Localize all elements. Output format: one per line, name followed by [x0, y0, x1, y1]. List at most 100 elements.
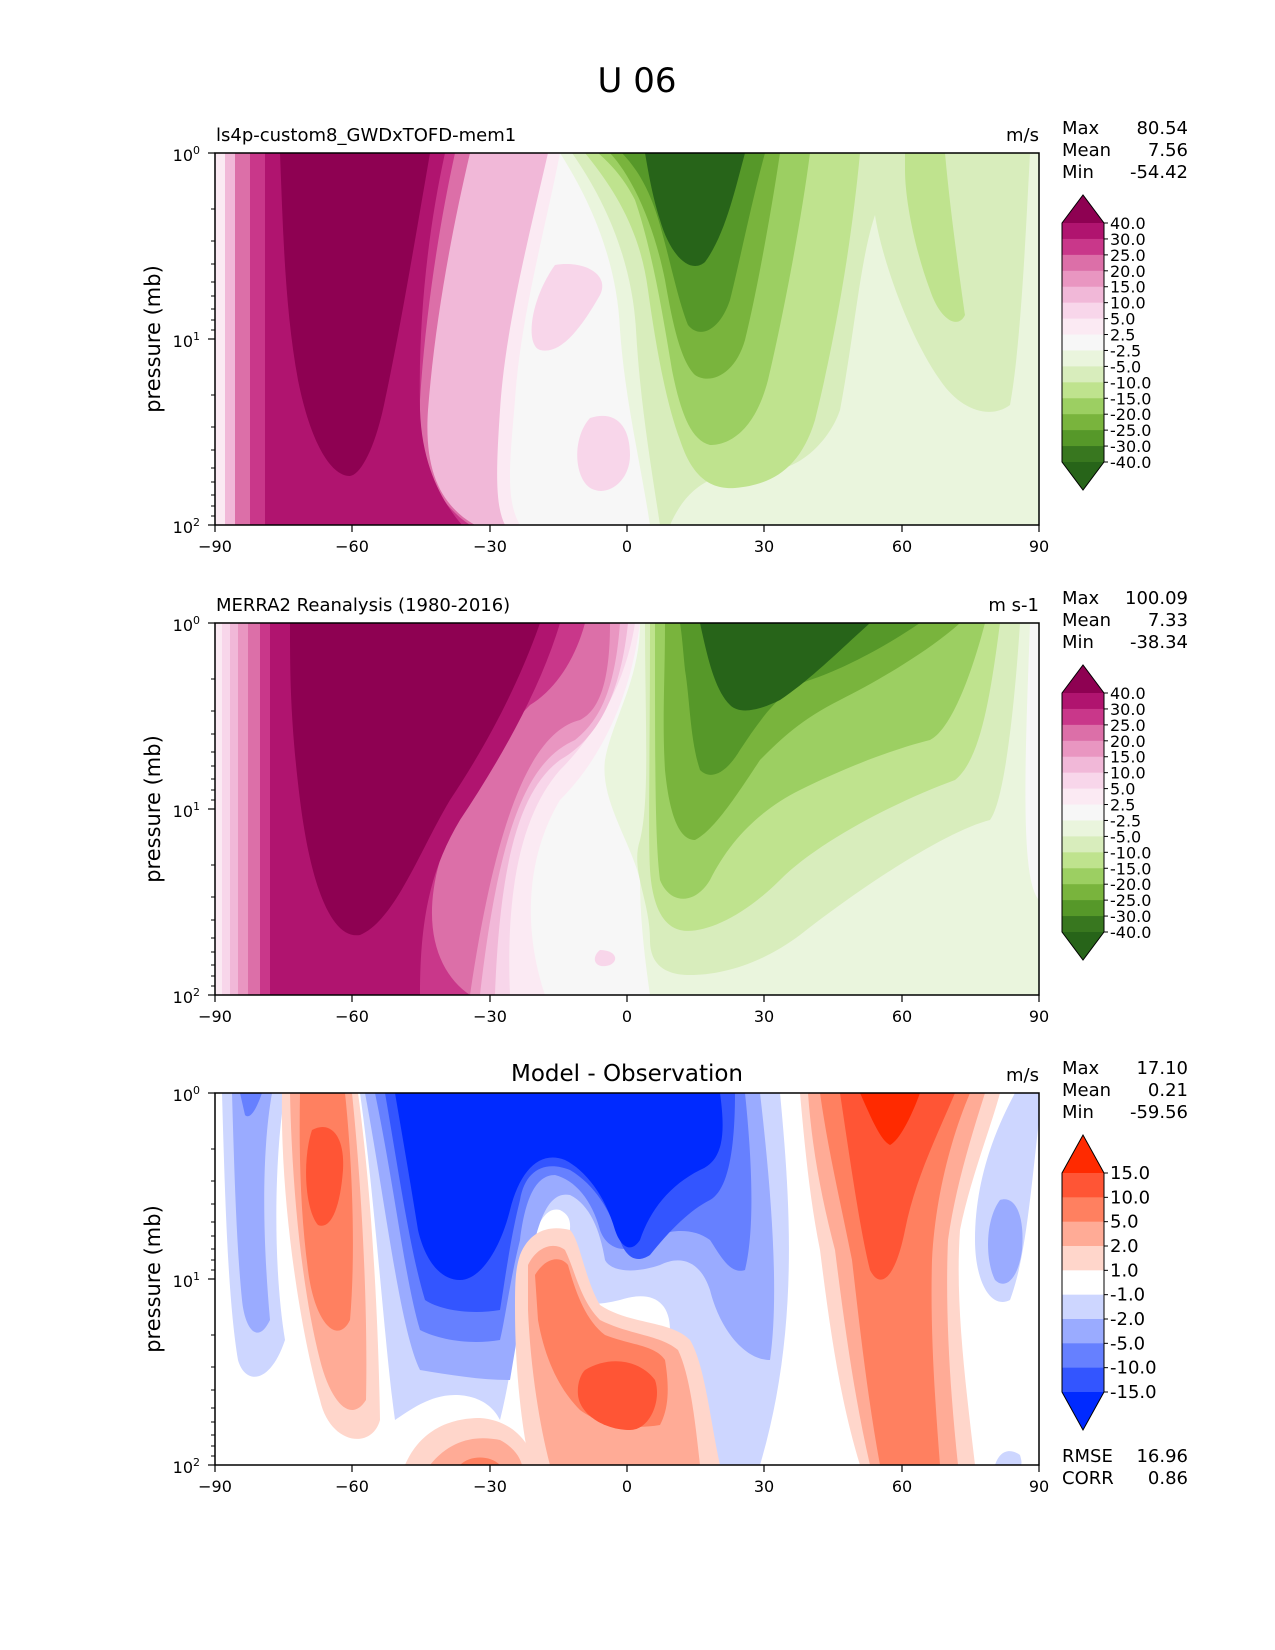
colorbar-label: -10.0	[1110, 843, 1151, 862]
stats-block: Max 80.54 Mean 7.56 Min -54.42	[1062, 118, 1188, 183]
x-tick-label: −90	[198, 1007, 232, 1026]
y-minor-ticks	[211, 208, 215, 517]
colorbar-swatch	[1062, 446, 1104, 463]
stat-label: Min	[1062, 162, 1094, 183]
colorbar-swatch	[1062, 724, 1104, 742]
colorbar-label: 10.0	[1110, 294, 1146, 313]
panel-title-center: Model - Observation	[511, 1061, 743, 1087]
colorbar-label: 5.0	[1110, 1212, 1139, 1233]
colorbar-label: 40.0	[1110, 684, 1146, 703]
x-tick-label: −30	[473, 537, 507, 556]
x-tick-label: 90	[1029, 1007, 1049, 1026]
colorbar-extend-max	[1062, 1135, 1104, 1173]
stat-label: RMSE	[1062, 1446, 1113, 1467]
stat-label: Mean	[1062, 1080, 1111, 1101]
x-tick-label: 0	[622, 537, 632, 556]
panel-units: m/s	[1006, 1065, 1039, 1086]
y-tick-label: 101	[173, 330, 200, 351]
colorbar-label: 2.0	[1110, 1236, 1139, 1257]
colorbar-label: 15.0	[1110, 748, 1146, 767]
stat-value: -59.56	[1130, 1102, 1188, 1123]
colorbar-label: -2.0	[1110, 1309, 1145, 1330]
y-tick-label: 102	[173, 516, 200, 537]
y-axis-label: pressure (mb)	[141, 265, 165, 413]
stat-label: Min	[1062, 1102, 1094, 1123]
colorbar-label: -1.0	[1110, 1285, 1145, 1306]
colorbar-swatch	[1062, 1319, 1104, 1344]
colorbar: 40.030.025.020.015.010.05.02.5-2.5-5.0-1…	[1061, 664, 1151, 961]
stat-value: 80.54	[1136, 118, 1188, 139]
y-tick-label: 102	[173, 986, 200, 1007]
colorbar-swatch	[1062, 900, 1104, 917]
colorbar-swatch	[1062, 693, 1104, 710]
figure-title: U 06	[598, 61, 677, 101]
x-tick-label: 60	[892, 537, 912, 556]
colorbar-label: 10.0	[1110, 1187, 1150, 1208]
colorbar-label: -2.5	[1110, 811, 1141, 830]
y-tick-label: 101	[173, 1270, 200, 1291]
colorbar-label: 10.0	[1110, 764, 1146, 783]
y-tick-label: 102	[173, 1456, 200, 1477]
colorbar-label: -30.0	[1110, 437, 1151, 456]
colorbar-swatch	[1062, 1367, 1104, 1393]
stat-label: Mean	[1062, 610, 1111, 631]
colorbar-label: -10.0	[1110, 373, 1151, 392]
y-axis-label: pressure (mb)	[141, 735, 165, 883]
panel-title-left: MERRA2 Reanalysis (1980-2016)	[216, 595, 510, 616]
y-minor-ticks	[211, 1148, 215, 1457]
x-tick-label: 60	[892, 1477, 912, 1496]
colorbar: 40.030.025.020.015.010.05.02.5-2.5-5.0-1…	[1061, 194, 1151, 491]
panel-units: m/s	[1006, 125, 1039, 146]
stat-value: -38.34	[1130, 632, 1188, 653]
colorbar-label: -20.0	[1110, 875, 1151, 894]
stat-value: 16.96	[1136, 1446, 1188, 1467]
colorbar-swatch	[1062, 772, 1104, 790]
x-tick-label: 30	[754, 1477, 774, 1496]
panel-title-left: ls4p-custom8_GWDxTOFD-mem1	[216, 125, 516, 146]
colorbar-swatch	[1062, 756, 1104, 774]
colorbar-label: -2.5	[1110, 341, 1141, 360]
colorbar-extend-max	[1062, 195, 1104, 223]
colorbar-label: -10.0	[1110, 1358, 1157, 1379]
x-ticks	[214, 995, 1040, 1002]
stat-label: Max	[1062, 118, 1100, 139]
x-tick-label: 30	[754, 537, 774, 556]
x-tick-label: −30	[473, 1007, 507, 1026]
colorbar-label: 5.0	[1110, 310, 1135, 329]
x-tick-label: −60	[335, 537, 369, 556]
colorbar-swatch	[1062, 1294, 1104, 1320]
colorbar-label: 25.0	[1110, 716, 1146, 735]
stats-block: Max 100.09 Mean 7.33 Min -38.34	[1062, 588, 1188, 653]
colorbar-label: -40.0	[1110, 923, 1151, 942]
stat-value: 100.09	[1125, 588, 1188, 609]
x-tick-label: −60	[335, 1477, 369, 1496]
colorbar-extend-min	[1062, 932, 1104, 960]
contour-field	[215, 1093, 1039, 1465]
stat-label: CORR	[1062, 1468, 1114, 1489]
colorbar-swatch	[1062, 302, 1104, 320]
colorbar-swatch	[1062, 382, 1104, 399]
colorbar-extend-min	[1062, 462, 1104, 490]
colorbar-swatch	[1062, 740, 1104, 758]
stat-value: 17.10	[1136, 1058, 1188, 1079]
colorbar-swatch	[1062, 1343, 1104, 1369]
colorbar-label: 2.5	[1110, 326, 1135, 345]
x-tick-label: 90	[1029, 537, 1049, 556]
colorbar-swatch	[1062, 1197, 1104, 1223]
colorbar-swatch	[1062, 868, 1104, 885]
stat-value: 0.86	[1148, 1468, 1188, 1489]
colorbar-swatch	[1062, 318, 1104, 336]
stat-label: Min	[1062, 632, 1094, 653]
colorbar-swatch	[1062, 238, 1104, 256]
colorbar-swatch	[1062, 852, 1104, 869]
x-tick-label: 60	[892, 1007, 912, 1026]
colorbar-swatch	[1062, 1270, 1104, 1296]
y-major-ticks	[208, 152, 215, 526]
stat-value: 0.21	[1148, 1080, 1188, 1101]
colorbar-swatch	[1062, 254, 1104, 272]
colorbar-swatch	[1062, 334, 1104, 351]
colorbar-swatch	[1062, 270, 1104, 288]
panel-difference: Model - Observation m/s Max 17.10 Mean 0…	[141, 1058, 1188, 1496]
colorbar-extend-min	[1062, 1392, 1104, 1430]
y-tick-label: 100	[173, 1084, 200, 1105]
